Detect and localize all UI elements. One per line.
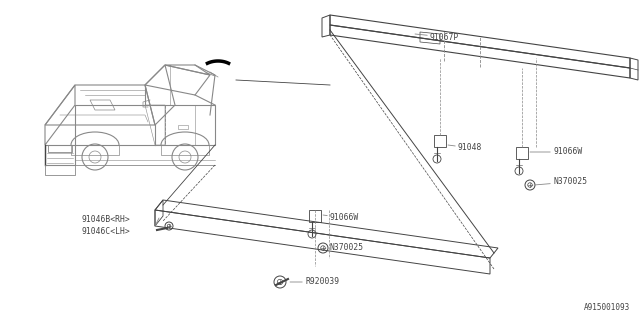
Text: A915001093: A915001093 [584, 303, 630, 312]
Text: 91066W: 91066W [530, 148, 582, 156]
Text: N370025: N370025 [534, 178, 587, 187]
Text: 91046C<LH>: 91046C<LH> [82, 228, 131, 236]
Text: N370025: N370025 [327, 244, 364, 252]
Text: 91067P: 91067P [415, 33, 460, 42]
Text: 91066W: 91066W [323, 213, 359, 222]
Text: 91048: 91048 [448, 143, 483, 153]
Text: R920039: R920039 [290, 277, 339, 286]
Text: 91046B<RH>: 91046B<RH> [82, 215, 131, 225]
